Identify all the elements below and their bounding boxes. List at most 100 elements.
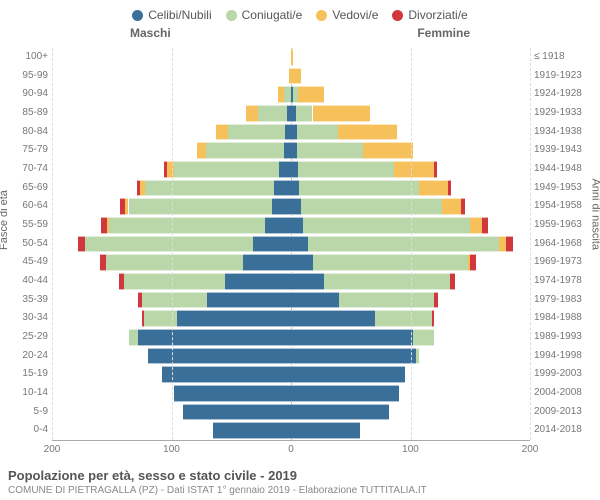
seg-single [225, 273, 291, 290]
seg-divorced [434, 161, 436, 178]
age-row: 40-441974-1978 [52, 272, 530, 291]
age-label: 45-49 [4, 253, 48, 272]
age-row: 20-241994-1998 [52, 347, 530, 366]
seg-divorced [138, 292, 142, 309]
age-label: 70-74 [4, 160, 48, 179]
legend-item: Vedovi/e [316, 8, 378, 22]
seg-single [207, 292, 291, 309]
seg-widowed [167, 161, 174, 178]
seg-widowed [394, 161, 435, 178]
x-axis [52, 440, 530, 441]
birthyear-label: 1934-1938 [534, 123, 596, 142]
seg-married [416, 348, 418, 365]
seg-divorced [78, 236, 85, 253]
seg-single [253, 236, 291, 253]
legend-swatch [316, 10, 327, 21]
age-row: 60-641954-1958 [52, 197, 530, 216]
age-row: 25-291989-1993 [52, 328, 530, 347]
seg-single [291, 273, 324, 290]
age-label: 100+ [4, 48, 48, 67]
age-label: 55-59 [4, 216, 48, 235]
seg-divorced [461, 198, 466, 215]
x-tick: 200 [44, 444, 61, 455]
seg-married [413, 329, 435, 346]
birthyear-label: 1959-1963 [534, 216, 596, 235]
seg-divorced [506, 236, 513, 253]
legend-label: Celibi/Nubili [148, 8, 211, 22]
birthyear-label: 1974-1978 [534, 272, 596, 291]
legend-swatch [226, 10, 237, 21]
seg-married [313, 254, 468, 271]
age-row: 0-42014-2018 [52, 421, 530, 440]
age-label: 75-79 [4, 141, 48, 160]
seg-divorced [100, 254, 106, 271]
birthyear-label: 1969-1973 [534, 253, 596, 272]
age-label: 0-4 [4, 421, 48, 440]
seg-divorced [142, 310, 144, 327]
birthyear-label: 1954-1958 [534, 197, 596, 216]
seg-widowed [197, 142, 207, 159]
age-row: 90-941924-1928 [52, 85, 530, 104]
x-tick: 200 [522, 444, 539, 455]
age-label: 5-9 [4, 403, 48, 422]
seg-married [106, 254, 243, 271]
seg-divorced [470, 254, 476, 271]
seg-widowed [442, 198, 461, 215]
gridline [172, 48, 173, 440]
gridline [52, 48, 53, 440]
age-row: 35-391979-1983 [52, 291, 530, 310]
seg-single [148, 348, 291, 365]
birthyear-label: 2014-2018 [534, 421, 596, 440]
seg-single [291, 348, 416, 365]
seg-widowed [470, 217, 482, 234]
seg-divorced [120, 198, 125, 215]
seg-widowed [125, 198, 129, 215]
footer: Popolazione per età, sesso e stato civil… [8, 468, 592, 496]
seg-divorced [450, 273, 455, 290]
seg-widowed [419, 180, 448, 197]
seg-single [177, 310, 291, 327]
seg-married [375, 310, 432, 327]
seg-widowed [107, 217, 109, 234]
seg-single [291, 236, 308, 253]
seg-widowed [363, 142, 413, 159]
age-row: 95-991919-1923 [52, 67, 530, 86]
age-row: 55-591959-1963 [52, 216, 530, 235]
birthyear-label: 1924-1928 [534, 85, 596, 104]
seg-married [142, 292, 208, 309]
legend-swatch [392, 10, 403, 21]
seg-married [145, 180, 274, 197]
age-label: 35-39 [4, 291, 48, 310]
seg-married [308, 236, 499, 253]
seg-single [291, 310, 375, 327]
age-label: 90-94 [4, 85, 48, 104]
seg-married [228, 124, 285, 141]
seg-married [258, 105, 288, 122]
legend-item: Celibi/Nubili [132, 8, 211, 22]
plot-area: 0-42014-20185-92009-201310-142004-200815… [52, 48, 530, 440]
seg-single [243, 254, 291, 271]
seg-married [174, 161, 279, 178]
seg-married [299, 180, 419, 197]
age-row: 50-541964-1968 [52, 235, 530, 254]
seg-divorced [448, 180, 452, 197]
seg-widowed [298, 86, 324, 103]
seg-married [284, 86, 291, 103]
birthyear-label: 1949-1953 [534, 179, 596, 198]
seg-married [301, 198, 442, 215]
legend-swatch [132, 10, 143, 21]
age-row: 80-841934-1938 [52, 123, 530, 142]
legend-label: Divorziati/e [408, 8, 467, 22]
header-female: Femmine [417, 26, 470, 40]
age-label: 65-69 [4, 179, 48, 198]
seg-married [109, 217, 264, 234]
seg-single [284, 142, 291, 159]
age-label: 80-84 [4, 123, 48, 142]
seg-single [291, 385, 399, 402]
seg-married [339, 292, 435, 309]
seg-single [162, 366, 291, 383]
x-tick: 0 [288, 444, 294, 455]
seg-divorced [119, 273, 124, 290]
seg-single [291, 217, 303, 234]
age-row: 75-791939-1943 [52, 141, 530, 160]
